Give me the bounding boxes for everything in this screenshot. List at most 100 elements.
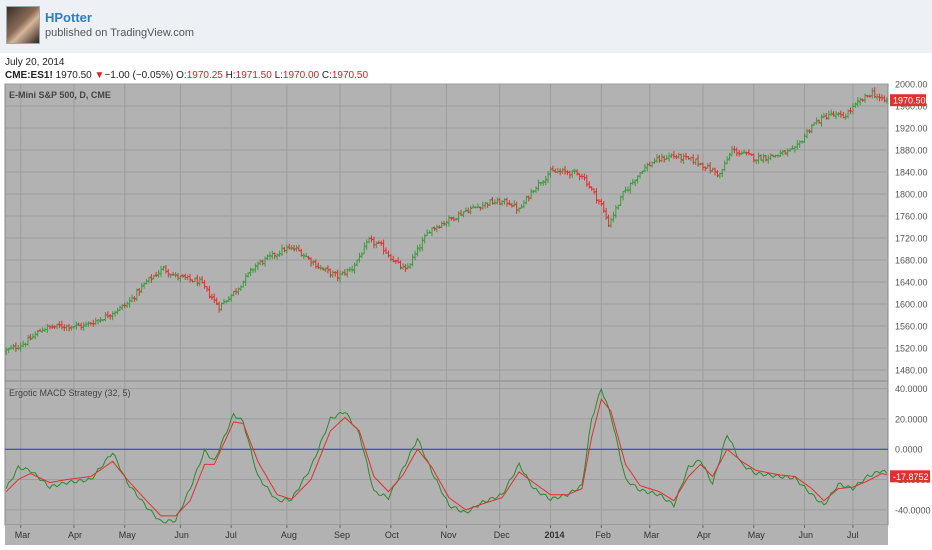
ohlc-bar: [382, 239, 386, 255]
ohlc-bar: [868, 94, 872, 98]
ohlc-bar: [679, 153, 683, 163]
ohlc-bar: [481, 201, 485, 210]
ohlc-bar: [391, 255, 395, 263]
price-pane-title: E-Mini S&P 500, D, CME: [9, 90, 111, 100]
ohlc-bar: [713, 167, 717, 176]
ohlc-bar: [551, 165, 555, 172]
ohlc-bar: [292, 244, 296, 252]
ohlc-bar: [725, 156, 729, 165]
ohlc-bar: [478, 206, 482, 211]
ohlc-bar: [819, 114, 823, 127]
ohlc-bar: [348, 267, 352, 272]
ohlc-bar: [757, 152, 761, 164]
author-name-link[interactable]: HPotter: [45, 10, 92, 25]
ohlc-bar: [328, 268, 332, 278]
oscillator-pane[interactable]: 40.000020.00000.0000-20.0000-40.0000Ergo…: [4, 380, 931, 526]
ohlc-bar: [246, 272, 250, 278]
ohlc-bar: [824, 113, 828, 120]
ohlc-bar: [640, 170, 644, 174]
ohlc-bar: [132, 296, 136, 302]
ohlc-bar: [253, 263, 257, 273]
ohlc-bar: [57, 321, 61, 328]
ohlc-bar: [108, 313, 112, 320]
ohlc-bar: [152, 274, 156, 280]
author-avatar[interactable]: [6, 6, 40, 44]
ohlc-bar: [268, 251, 272, 260]
ohlc-bar: [648, 161, 652, 167]
price-tick-label: 1560.00: [895, 322, 928, 332]
ohlc-bar: [445, 220, 448, 227]
high-label: H:: [225, 70, 236, 81]
price-pane[interactable]: 2000.00 1960.00 1920.00 1880.00 1840.00 1800.…: [4, 80, 928, 526]
time-axis[interactable]: Mar Apr May Jun Jul Aug Sep Oct Nov Dec 2014 Feb Mar…: [5, 525, 888, 545]
ohlc-bar: [350, 265, 354, 273]
ohlc-bar: [607, 214, 611, 228]
ohlc-bar: [863, 93, 867, 103]
ohlc-bar: [699, 162, 703, 166]
ohlc-bar: [471, 204, 475, 209]
ohlc-bar: [846, 109, 850, 119]
last-value-tag: -17.8752: [893, 472, 929, 482]
ohlc-bar: [486, 202, 490, 209]
time-tick-label: 2014: [545, 530, 565, 540]
ohlc-bar: [140, 283, 144, 294]
ohlc-bar: [26, 334, 30, 346]
ohlc-bar: [529, 188, 533, 200]
ohlc-bar: [633, 179, 637, 187]
ohlc-bar: [575, 169, 579, 176]
ohlc-bar: [454, 217, 458, 221]
ohlc-bar: [96, 318, 100, 325]
time-tick-label: Sep: [334, 530, 350, 540]
ohlc-bar: [621, 190, 625, 201]
ohlc-bar: [38, 328, 42, 332]
time-tick-label: Oct: [385, 530, 400, 540]
ohlc-bar: [314, 259, 318, 269]
time-tick-label: Apr: [68, 530, 82, 540]
ohlc-bar: [210, 293, 214, 300]
ohlc-bar: [435, 224, 439, 233]
ohlc-bar: [476, 203, 480, 209]
ohlc-bar: [36, 329, 40, 337]
time-tick-label: Nov: [441, 530, 458, 540]
time-tick-label: Feb: [595, 530, 611, 540]
high-value: 1971.50: [235, 70, 272, 81]
ohlc-bar: [432, 226, 436, 231]
ohlc-bar: [166, 269, 170, 278]
ohlc-bar: [510, 202, 514, 208]
price-tick-label: 1520.00: [895, 344, 928, 354]
ohlc-bar: [28, 333, 32, 341]
time-tick-label: Aug: [281, 530, 297, 540]
ohlc-bar: [295, 245, 299, 252]
ohlc-bar: [236, 287, 240, 296]
ohlc-bar: [853, 102, 857, 108]
low-label: L:: [274, 70, 283, 81]
ohlc-bar: [744, 151, 748, 156]
ohlc-bar: [694, 158, 698, 166]
ohlc-bar: [793, 145, 797, 153]
ohlc-bar: [749, 153, 753, 156]
ohlc-bar: [309, 257, 313, 267]
ohlc-bar: [873, 87, 877, 99]
ohlc-bar: [324, 267, 328, 273]
ohlc-bar: [285, 244, 289, 254]
ohlc-bar: [541, 180, 545, 186]
ohlc-readout: CME:ES1! 1970.50 ▼−1.00 (−0.05%) O:1970.…: [5, 70, 368, 81]
ohlc-bar: [737, 150, 741, 157]
ohlc-bar: [207, 285, 211, 299]
ohlc-bar: [360, 252, 364, 259]
ohlc-bar: [452, 216, 456, 222]
ohlc-bar: [878, 93, 882, 102]
ohlc-bar: [527, 195, 531, 202]
ohlc-bar: [420, 236, 424, 252]
ohlc-bar: [222, 298, 226, 305]
time-tick-label: Jun: [174, 530, 189, 540]
price-tick-label: 1800.00: [895, 190, 928, 200]
close-label: C:: [321, 70, 332, 81]
ohlc-bar: [815, 117, 819, 125]
price-tick-label: 1480.00: [895, 366, 928, 376]
ohlc-bar: [355, 259, 359, 267]
ohlc-bar: [759, 154, 763, 161]
ohlc-bar: [307, 255, 311, 260]
price-tick-label: 1960.00: [895, 102, 928, 112]
